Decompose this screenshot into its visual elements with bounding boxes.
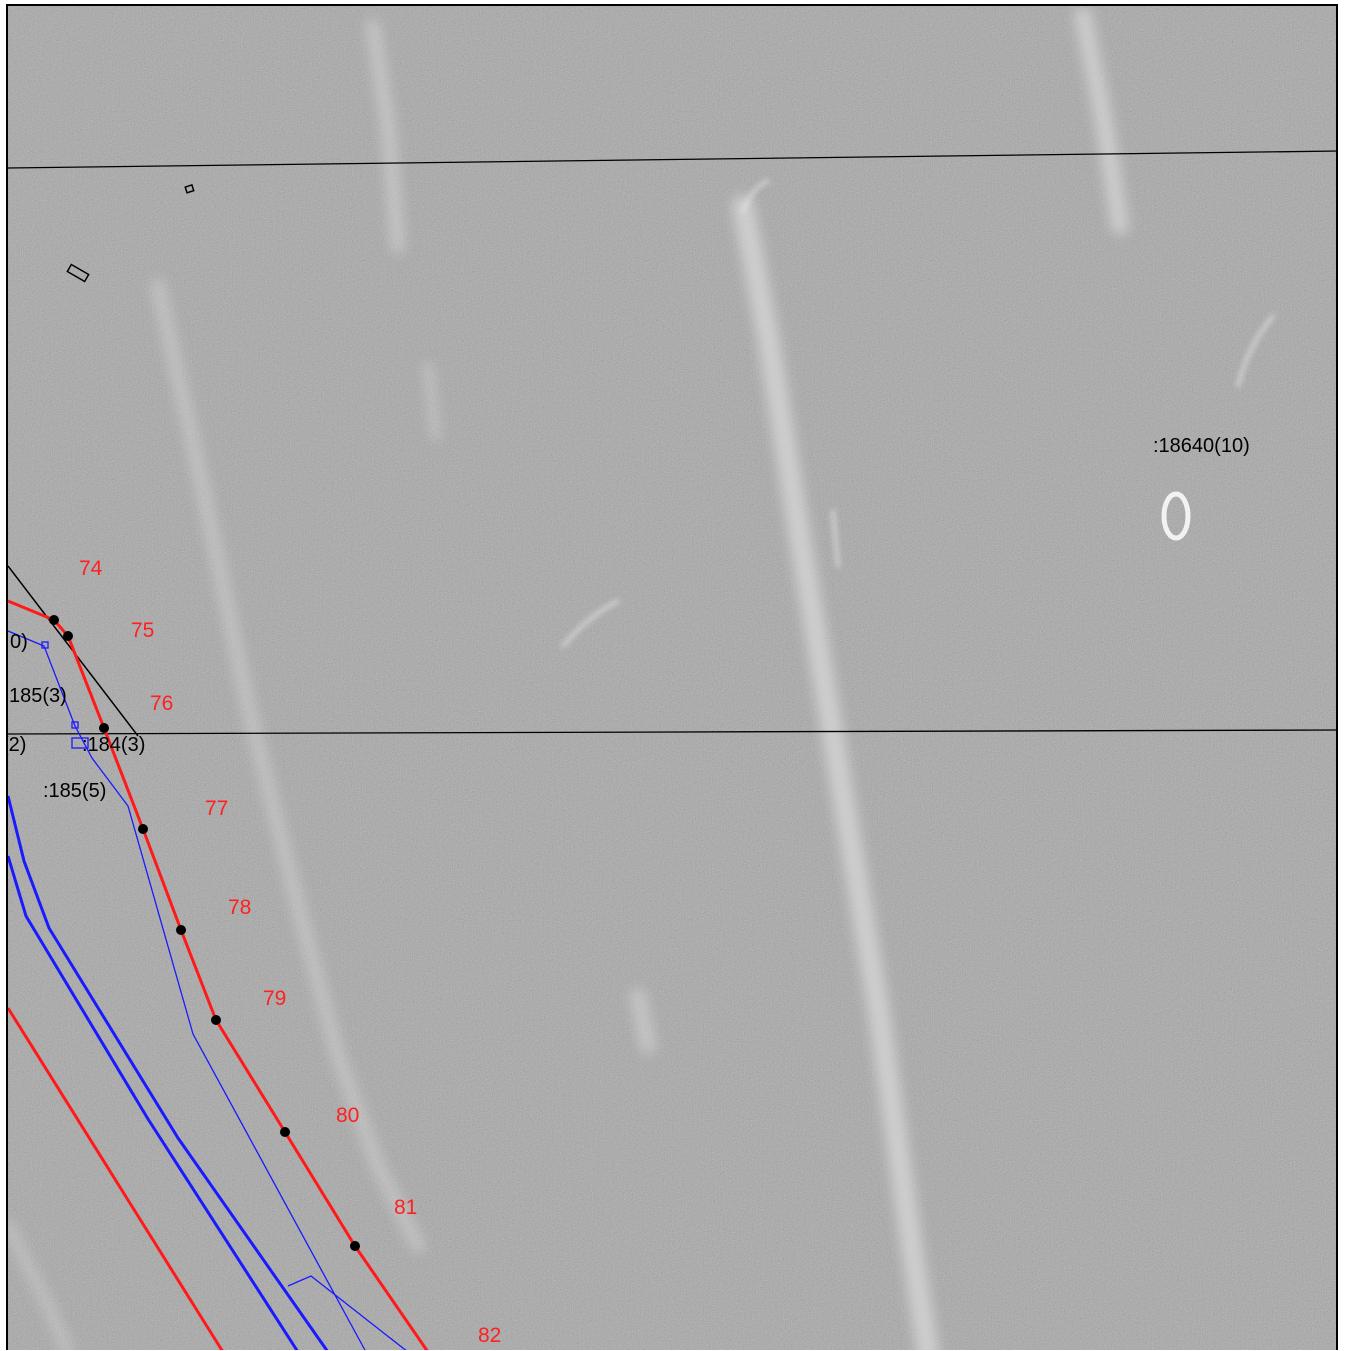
vertex-76[interactable] [99,723,109,733]
parcel-label-185-3[interactable]: 185(3) [9,685,67,707]
point-label-80: 80 [336,1104,359,1127]
point-label-74: 74 [79,557,103,580]
point-labels: 74 75 76 77 78 79 80 81 82 [79,557,501,1347]
pond-shape [1161,491,1191,541]
parcel-label-0[interactable]: 0) [10,631,28,653]
vertex-81[interactable] [350,1241,360,1251]
parcel-label-18640-10[interactable]: :18640(10) [1153,435,1250,457]
vertex-75[interactable] [63,631,73,641]
vertex-77[interactable] [138,824,148,834]
vertex-79[interactable] [211,1015,221,1025]
point-label-81: 81 [394,1196,417,1219]
map-canvas: 74 75 76 77 78 79 80 81 82 :18640(10) 0)… [8,6,1336,1350]
point-label-82: 82 [478,1324,501,1347]
vertex-74[interactable] [49,615,59,625]
aerial-imagery [8,6,1336,1350]
boundary-vertices [49,615,360,1251]
point-label-75: 75 [131,619,154,642]
grid-lines [8,150,1336,735]
vertex-78[interactable] [176,925,186,935]
parcel-labels: :18640(10) 0) 185(3) (2) :184(3) :185(5) [8,435,1250,802]
red-boundaries [8,599,429,1350]
point-label-77: 77 [205,797,228,820]
point-label-79: 79 [263,987,286,1010]
parcel-label-184-3[interactable]: :184(3) [82,734,145,756]
vertex-80[interactable] [280,1127,290,1137]
building-outlines [66,183,195,283]
point-label-76: 76 [150,692,173,715]
cadastral-map[interactable]: 74 75 76 77 78 79 80 81 82 :18640(10) 0)… [6,4,1338,1350]
blue-boundaries [8,630,407,1350]
point-label-78: 78 [228,896,251,919]
parcel-label-2[interactable]: (2) [8,734,26,756]
parcel-label-185-5[interactable]: :185(5) [43,780,106,802]
